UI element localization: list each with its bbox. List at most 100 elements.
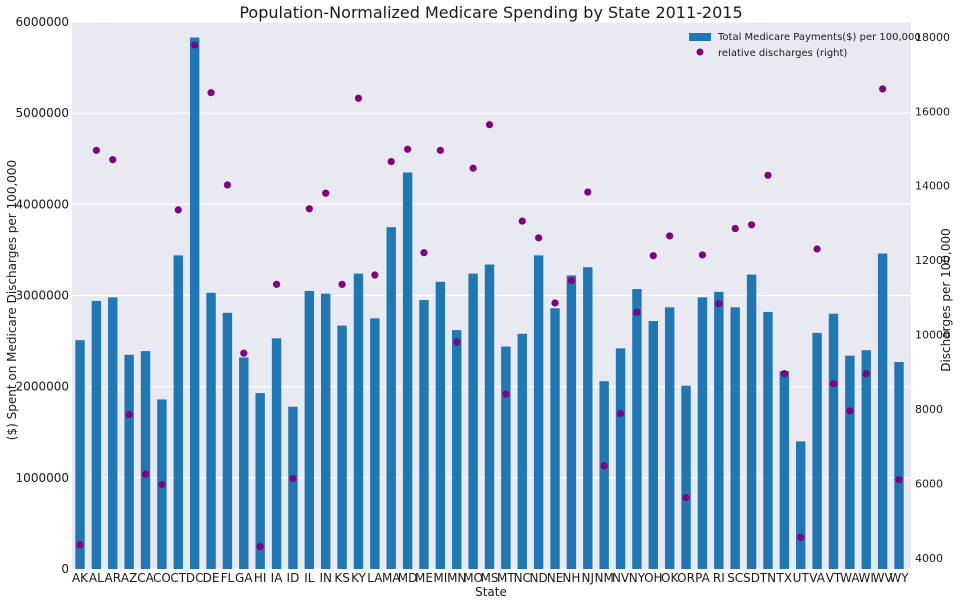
- point-ND: [535, 234, 543, 242]
- point-MA: [387, 157, 395, 166]
- x-tick-label: WY: [889, 571, 909, 585]
- point-LA: [371, 271, 379, 279]
- bar-WV: [877, 253, 888, 569]
- point-KY: [354, 94, 363, 102]
- legend-bar-swatch: [689, 33, 711, 41]
- bar-IA: [271, 338, 282, 569]
- bar-MI: [435, 281, 446, 569]
- y-tick-labels: 0 1000000 2000000 3000000 4000000 5000000 6000…: [16, 15, 69, 576]
- legend-point-swatch: [696, 48, 704, 56]
- x-tick-label: AZ: [121, 571, 137, 585]
- bar-TN: [763, 311, 773, 569]
- bar-LA: [370, 318, 380, 569]
- bar-MN: [452, 330, 462, 569]
- y2-tick-label: 8000: [915, 403, 943, 416]
- y2-tick-labels: 4000 6000 8000 10000 12000 14000 16000 18000: [915, 31, 950, 565]
- y2-tick-label: 6000: [915, 477, 943, 490]
- point-AZ: [125, 410, 133, 419]
- point-IL: [305, 205, 313, 213]
- x-tick-label: MN: [447, 571, 466, 585]
- point-WI: [862, 370, 870, 378]
- bar-MD: [402, 172, 413, 569]
- x-tick-label: CA: [137, 571, 154, 585]
- point-TN: [764, 171, 772, 179]
- point-MD: [404, 145, 412, 153]
- points-layer: [76, 41, 903, 551]
- bar-WI: [861, 350, 871, 569]
- bar-KY: [353, 273, 364, 569]
- bar-OH: [648, 321, 658, 569]
- point-MO: [469, 164, 477, 172]
- point-AR: [109, 156, 117, 164]
- bar-ME: [419, 300, 429, 569]
- bars-layer: [75, 37, 904, 570]
- x-tick-label: SD: [743, 571, 760, 585]
- x-tick-label: CO: [153, 571, 171, 585]
- chart-title: Population-Normalized Medicare Spending …: [239, 3, 742, 22]
- bar-RI: [714, 291, 724, 569]
- y-tick-label: 3000000: [16, 289, 69, 303]
- x-tick-label: KY: [351, 571, 366, 585]
- bar-AR: [108, 297, 118, 569]
- x-tick-labels: AK AL AR AZ CA CO CT DC DE FL GA HI IA ID IL IN KS KY LA MA…: [72, 571, 909, 585]
- bar-NE: [550, 308, 560, 569]
- bar-MT: [501, 346, 511, 569]
- x-tick-label: UT: [793, 571, 810, 585]
- x-tick-label: NM: [594, 571, 613, 585]
- bar-NJ: [583, 267, 593, 569]
- bar-CA: [140, 351, 151, 569]
- point-SC: [731, 224, 739, 233]
- point-HI: [256, 543, 264, 551]
- point-WY: [895, 476, 903, 484]
- x-tick-label: DE: [203, 571, 220, 585]
- point-OH: [649, 252, 657, 260]
- x-tick-label: AL: [89, 571, 104, 585]
- bar-MO: [468, 273, 478, 569]
- y2-axis-label: Discharges per 100,000: [939, 228, 953, 372]
- bar-ID: [288, 406, 298, 569]
- point-NJ: [584, 188, 592, 196]
- x-tick-label: IN: [319, 571, 332, 585]
- x-tick-label: OR: [677, 571, 695, 585]
- point-CT: [174, 206, 182, 214]
- bar-PA: [697, 297, 708, 569]
- y-axis-label: ($) Spent on Medicare Discharges per 100…: [5, 160, 19, 440]
- x-tick-label: NV: [612, 571, 630, 585]
- point-OK: [666, 232, 674, 240]
- x-tick-label: MT: [497, 571, 515, 585]
- bar-MA: [386, 227, 396, 570]
- y2-tick-label: 10000: [915, 329, 950, 342]
- point-AL: [92, 146, 100, 154]
- point-DC: [191, 41, 199, 49]
- point-NE: [551, 299, 559, 307]
- x-tick-label: AK: [72, 571, 89, 585]
- point-AK: [76, 541, 84, 549]
- x-tick-label: ME: [415, 571, 433, 585]
- x-tick-label: NJ: [582, 571, 595, 585]
- x-tick-label: WA: [840, 571, 860, 585]
- x-tick-label: DC: [186, 571, 204, 585]
- point-ID: [289, 474, 297, 483]
- x-tick-label: AR: [104, 571, 121, 585]
- bar-ND: [533, 255, 544, 569]
- point-MS: [485, 121, 494, 129]
- x-tick-label: MD: [398, 571, 418, 585]
- legend: Total Medicare Payments($) per 100,000 r…: [689, 32, 921, 59]
- x-tick-label: MI: [433, 571, 447, 585]
- x-tick-label: CT: [170, 571, 186, 585]
- x-tick-label: OK: [661, 571, 679, 585]
- legend-point-label: relative discharges (right): [718, 48, 847, 59]
- bar-OR: [681, 385, 691, 569]
- point-MT: [502, 390, 510, 398]
- x-tick-label: NE: [547, 571, 564, 585]
- bar-VT: [828, 313, 839, 569]
- bar-CT: [173, 255, 183, 569]
- bar-NH: [566, 275, 577, 569]
- bar-IL: [304, 290, 315, 569]
- point-DE: [207, 89, 215, 97]
- point-TX: [780, 370, 788, 378]
- point-MN: [453, 338, 461, 346]
- point-ME: [420, 249, 428, 257]
- y2-tick-label: 4000: [915, 552, 943, 565]
